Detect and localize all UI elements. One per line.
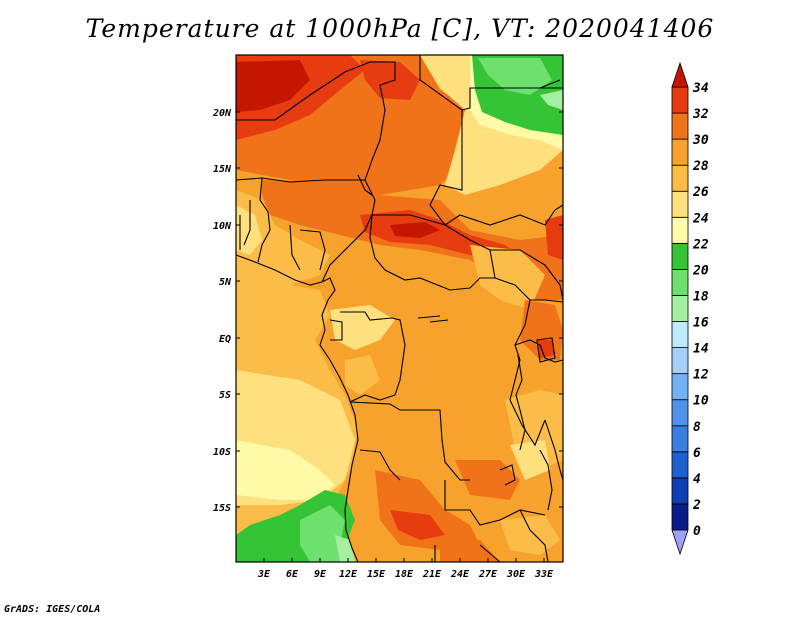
lon-label: 12E — [339, 569, 358, 580]
lon-label: 24E — [450, 569, 470, 580]
colorbar-segment — [671, 164, 689, 192]
footer-credit: GrADS: IGES/COLA — [4, 604, 101, 615]
lon-label: 9E — [314, 569, 327, 580]
lat-label: 15S — [213, 503, 231, 514]
colorbar-segment — [671, 216, 689, 244]
colorbar-label: 16 — [693, 316, 709, 331]
colorbar-segment — [671, 138, 689, 166]
colorbar-label: 10 — [693, 394, 709, 409]
colorbar-label: 6 — [693, 446, 701, 461]
colorbar-label: 2 — [692, 498, 701, 513]
colorbar-label: 24 — [692, 211, 709, 226]
colorbar-label: 14 — [693, 342, 709, 357]
colorbar-label: 34 — [692, 81, 709, 96]
latitude-axis — [236, 111, 563, 508]
lat-label: 15N — [213, 164, 232, 175]
colorbar-segment — [671, 373, 689, 401]
lon-label: 18E — [395, 569, 414, 580]
lon-label: 27E — [478, 569, 498, 580]
colorbar-segment — [671, 399, 689, 427]
map-frame — [235, 54, 564, 563]
colorbar-segment — [671, 112, 689, 140]
colorbar-label: 4 — [693, 472, 701, 487]
colorbar-label: 8 — [693, 420, 701, 435]
colorbar-segment — [671, 347, 689, 375]
country-borders — [235, 55, 564, 563]
lon-label: 33E — [534, 569, 554, 580]
latitude-labels: 20N 15N 10N 5N EQ 5S 10S 15S — [212, 108, 232, 514]
colorbar-segment — [671, 425, 689, 453]
lat-label: 20N — [212, 108, 232, 119]
colorbar-segment — [671, 295, 689, 322]
colorbar-segment — [671, 86, 689, 114]
colorbar-segment — [671, 269, 689, 296]
colorbar-label: 26 — [692, 185, 709, 200]
lon-label: 15E — [367, 569, 386, 580]
colorbar-segment — [671, 477, 689, 505]
lon-label: 3E — [257, 569, 271, 580]
colorbar-label: 20 — [692, 263, 709, 278]
lon-label: 21E — [422, 569, 442, 580]
lat-label: 5S — [219, 390, 231, 401]
colorbar-segment — [671, 242, 689, 270]
colorbar-segment — [671, 451, 689, 479]
colorbar-label: 22 — [692, 237, 709, 252]
colorbar-segment — [671, 503, 689, 531]
colorbar-label: 28 — [692, 159, 709, 174]
lat-label: 10S — [213, 447, 231, 458]
colorbar-upper-triangle — [671, 61, 689, 88]
temperature-field — [236, 55, 563, 562]
longitude-axis — [263, 558, 545, 562]
lat-label: 5N — [219, 277, 232, 288]
colorbar-label: 18 — [693, 289, 709, 304]
lon-label: 30E — [506, 569, 526, 580]
lat-label: EQ — [219, 334, 231, 345]
lat-label: 10N — [213, 221, 232, 232]
colorbar-label: 0 — [693, 524, 701, 539]
map-title: Temperature at 1000hPa [C], VT: 20200414… — [85, 14, 715, 43]
lon-label: 6E — [286, 569, 299, 580]
colorbar-lower-triangle — [671, 529, 689, 556]
colorbar-segment — [671, 321, 689, 348]
longitude-labels: 3E 6E 9E 12E 15E 18E 21E 24E 27E 30E 33E — [257, 569, 554, 580]
colorbar-label: 32 — [692, 107, 709, 122]
colorbar-label: 30 — [692, 133, 709, 148]
colorbar-segment — [671, 190, 689, 218]
colorbar-label: 12 — [693, 368, 709, 383]
